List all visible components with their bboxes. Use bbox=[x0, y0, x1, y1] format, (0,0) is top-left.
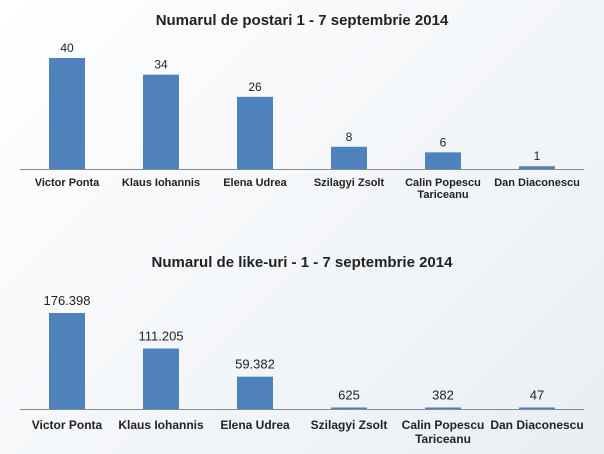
chart-2-bar-4 bbox=[331, 407, 367, 409]
chart-1-value-label-6: 1 bbox=[534, 149, 541, 163]
chart-1-bar-4 bbox=[331, 146, 367, 169]
chart-2-value-label-2: 111.205 bbox=[138, 328, 183, 343]
chart-2-bar-5 bbox=[425, 407, 461, 409]
chart-2-bar-1 bbox=[49, 313, 85, 409]
chart-1-bar-5 bbox=[425, 152, 461, 169]
chart-2-value-label-5: 382 bbox=[432, 388, 454, 403]
chart-1-value-label-4: 8 bbox=[346, 130, 353, 144]
chart-1-title: Numarul de postari 1 - 7 septembrie 2014 bbox=[155, 12, 449, 29]
chart-1-category-label-5: Calin Popescu Tariceanu bbox=[405, 177, 481, 201]
chart-2-plot: 176.398 Victor Ponta 111.205 Klaus Iohannis… bbox=[20, 293, 584, 446]
chart-1-bar-2 bbox=[143, 74, 179, 169]
chart-2-category-label-1: Victor Ponta bbox=[32, 418, 103, 432]
chart-2-bar-6 bbox=[519, 407, 555, 409]
chart-1-category-label-1: Victor Ponta bbox=[35, 177, 100, 189]
chart-2-category-label-4: Szilagyi Zsolt bbox=[311, 418, 388, 432]
chart-2-value-label-3: 59.382 bbox=[235, 357, 275, 372]
chart-2-category-label-5: Calin Popescu Tariceanu bbox=[402, 418, 485, 446]
chart-2-value-label-6: 47 bbox=[530, 388, 544, 403]
chart-1-category-label-6: Dan Diaconescu bbox=[494, 177, 580, 189]
chart-1-value-label-1: 40 bbox=[60, 41, 74, 55]
chart-2-value-label-4: 625 bbox=[338, 388, 360, 403]
chart-2-bar-3 bbox=[237, 376, 273, 409]
chart-1-category-label-2: Klaus Iohannis bbox=[122, 177, 200, 189]
chart-1-bar-1 bbox=[49, 58, 85, 169]
chart-2-category-label-2: Klaus Iohannis bbox=[118, 418, 204, 432]
chart-2-category-label-3: Elena Udrea bbox=[220, 418, 290, 432]
chart-1-value-label-2: 34 bbox=[154, 58, 168, 72]
chart-2-category-label-6: Dan Diaconescu bbox=[490, 418, 583, 432]
chart-2-title: Numarul de like-uri - 1 - 7 septembrie 2… bbox=[151, 254, 453, 271]
chart-1-bar-6 bbox=[519, 166, 555, 169]
chart-1-plot: 40 Victor Ponta 34 Klaus Iohannis 26 Elena Ud… bbox=[20, 41, 584, 201]
chart-1-value-label-3: 26 bbox=[248, 80, 262, 94]
chart-1-category-label-4: Szilagyi Zsolt bbox=[314, 177, 385, 189]
chart-1-bar-3 bbox=[237, 96, 273, 169]
chart-2-value-label-1: 176.398 bbox=[44, 293, 91, 308]
chart-2-bar-2 bbox=[143, 348, 179, 409]
chart-1-value-label-5: 6 bbox=[440, 135, 447, 149]
chart-1-category-label-3: Elena Udrea bbox=[223, 177, 287, 189]
